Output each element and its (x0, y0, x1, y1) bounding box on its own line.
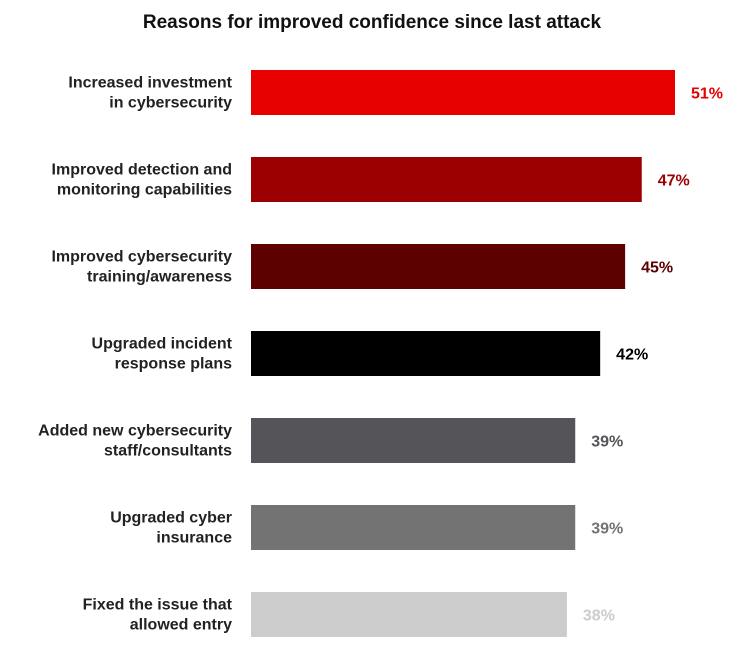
value-label-2: 47% (658, 173, 690, 190)
category-label-7: Fixed the issue that allowed entry (83, 597, 233, 634)
bar-1 (251, 70, 675, 115)
value-label-7: 38% (583, 608, 615, 625)
value-labels: 51% 47% 45% 42% 39% 39% 38% (583, 86, 723, 625)
bar-2 (251, 157, 642, 202)
value-label-3: 45% (641, 260, 673, 277)
bar-7 (251, 592, 567, 637)
bar-3 (251, 244, 626, 289)
category-label-1: Increased investment in cybersecurity (68, 75, 232, 112)
bar-5 (251, 418, 576, 463)
category-labels: Increased investment in cybersecurity Impr… (38, 75, 233, 634)
chart-title: Reasons for improved confidence since la… (143, 12, 602, 33)
category-label-6: Upgraded cyber insurance (110, 510, 232, 547)
value-label-1: 51% (691, 86, 723, 103)
category-label-4: Upgraded incident response plans (92, 336, 233, 373)
value-label-4: 42% (616, 347, 648, 364)
category-label-5: Added new cybersecurity staff/consultants (38, 423, 232, 460)
value-label-5: 39% (591, 434, 623, 451)
bars-layer (251, 70, 675, 637)
category-label-2: Improved detection and monitoring capabil… (52, 162, 233, 199)
bar-4 (251, 331, 601, 376)
category-label-3: Improved cybersecurity training/awareness (51, 249, 232, 286)
bar-6 (251, 505, 576, 550)
value-label-6: 39% (591, 521, 623, 538)
